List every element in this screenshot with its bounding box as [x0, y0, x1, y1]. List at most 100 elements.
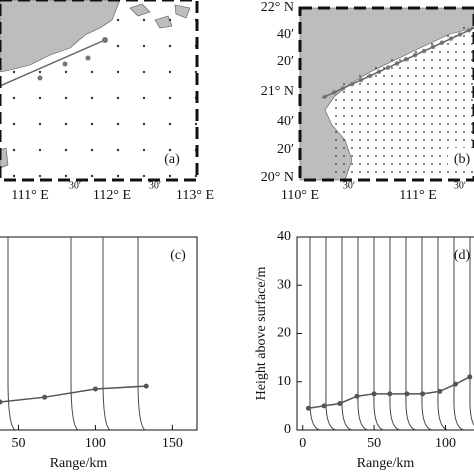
dot	[383, 75, 385, 77]
dot	[471, 43, 473, 45]
dot	[335, 171, 337, 173]
dot	[463, 67, 465, 69]
dot	[343, 163, 345, 165]
dot	[194, 174, 198, 178]
dot	[399, 155, 401, 157]
dot	[351, 139, 353, 141]
x-tick-label: 0	[299, 436, 306, 451]
dot	[367, 171, 369, 173]
dot	[359, 123, 361, 125]
station	[102, 37, 108, 43]
profile	[309, 237, 321, 431]
dot	[463, 83, 465, 85]
dot	[423, 147, 425, 149]
panel-label: (d)	[454, 248, 471, 263]
track-line	[0, 39, 106, 87]
dot	[351, 147, 353, 149]
dot	[335, 155, 337, 157]
y-tick-label: 40	[277, 229, 291, 244]
dot	[343, 123, 345, 125]
dot	[391, 59, 393, 61]
dot	[367, 83, 369, 85]
dot	[431, 83, 433, 85]
dot	[391, 163, 393, 165]
dot	[471, 171, 473, 173]
dot	[423, 115, 425, 117]
dot	[64, 122, 68, 126]
dot	[447, 115, 449, 117]
dot	[391, 139, 393, 141]
dot	[431, 123, 433, 125]
profile-curves	[7, 237, 474, 431]
dot	[38, 70, 42, 74]
dot	[383, 155, 385, 157]
dot	[415, 107, 417, 109]
dot	[343, 99, 345, 101]
dot	[407, 147, 409, 149]
dot	[351, 99, 353, 101]
dot	[415, 91, 417, 93]
point	[92, 386, 98, 392]
dot	[375, 83, 377, 85]
dot	[463, 115, 465, 117]
dot	[455, 67, 457, 69]
dot	[455, 99, 457, 101]
dot	[399, 83, 401, 85]
dot	[431, 67, 433, 69]
dot	[168, 148, 172, 152]
dot	[439, 51, 441, 53]
dot	[423, 155, 425, 157]
dot	[447, 171, 449, 173]
dot	[168, 122, 172, 126]
profile	[102, 237, 111, 431]
dot	[375, 139, 377, 141]
x-tick-label: 110° E	[281, 188, 319, 203]
dot	[423, 131, 425, 133]
dot	[391, 91, 393, 93]
dot	[335, 99, 337, 101]
dot	[391, 67, 393, 69]
dot	[471, 75, 473, 77]
y-tick-label: 0	[284, 422, 291, 437]
dot	[168, 96, 172, 100]
dot	[455, 123, 457, 125]
dot	[439, 163, 441, 165]
dot	[407, 67, 409, 69]
dot	[471, 67, 473, 69]
dot	[142, 148, 146, 152]
dot	[12, 70, 16, 74]
profile	[137, 237, 146, 431]
dot	[343, 107, 345, 109]
dot	[399, 171, 401, 173]
point	[321, 403, 327, 409]
dot	[463, 171, 465, 173]
dot	[463, 139, 465, 141]
dot	[359, 139, 361, 141]
dot	[335, 147, 337, 149]
dot	[439, 131, 441, 133]
dot	[423, 91, 425, 93]
station	[37, 75, 43, 81]
dot	[423, 107, 425, 109]
dot	[455, 51, 457, 53]
dot	[375, 163, 377, 165]
dot	[463, 131, 465, 133]
dot	[415, 115, 417, 117]
station	[62, 61, 68, 67]
dot	[471, 91, 473, 93]
dot	[423, 59, 425, 61]
dot	[431, 155, 433, 157]
panel-label: (a)	[164, 152, 180, 167]
dot	[383, 91, 385, 93]
dot	[407, 155, 409, 157]
station	[85, 55, 91, 61]
dot	[415, 59, 417, 61]
dot	[142, 174, 146, 178]
dot	[343, 115, 345, 117]
dot	[407, 75, 409, 77]
dot	[455, 131, 457, 133]
dot	[375, 67, 377, 69]
dot	[423, 99, 425, 101]
dot	[463, 43, 465, 45]
